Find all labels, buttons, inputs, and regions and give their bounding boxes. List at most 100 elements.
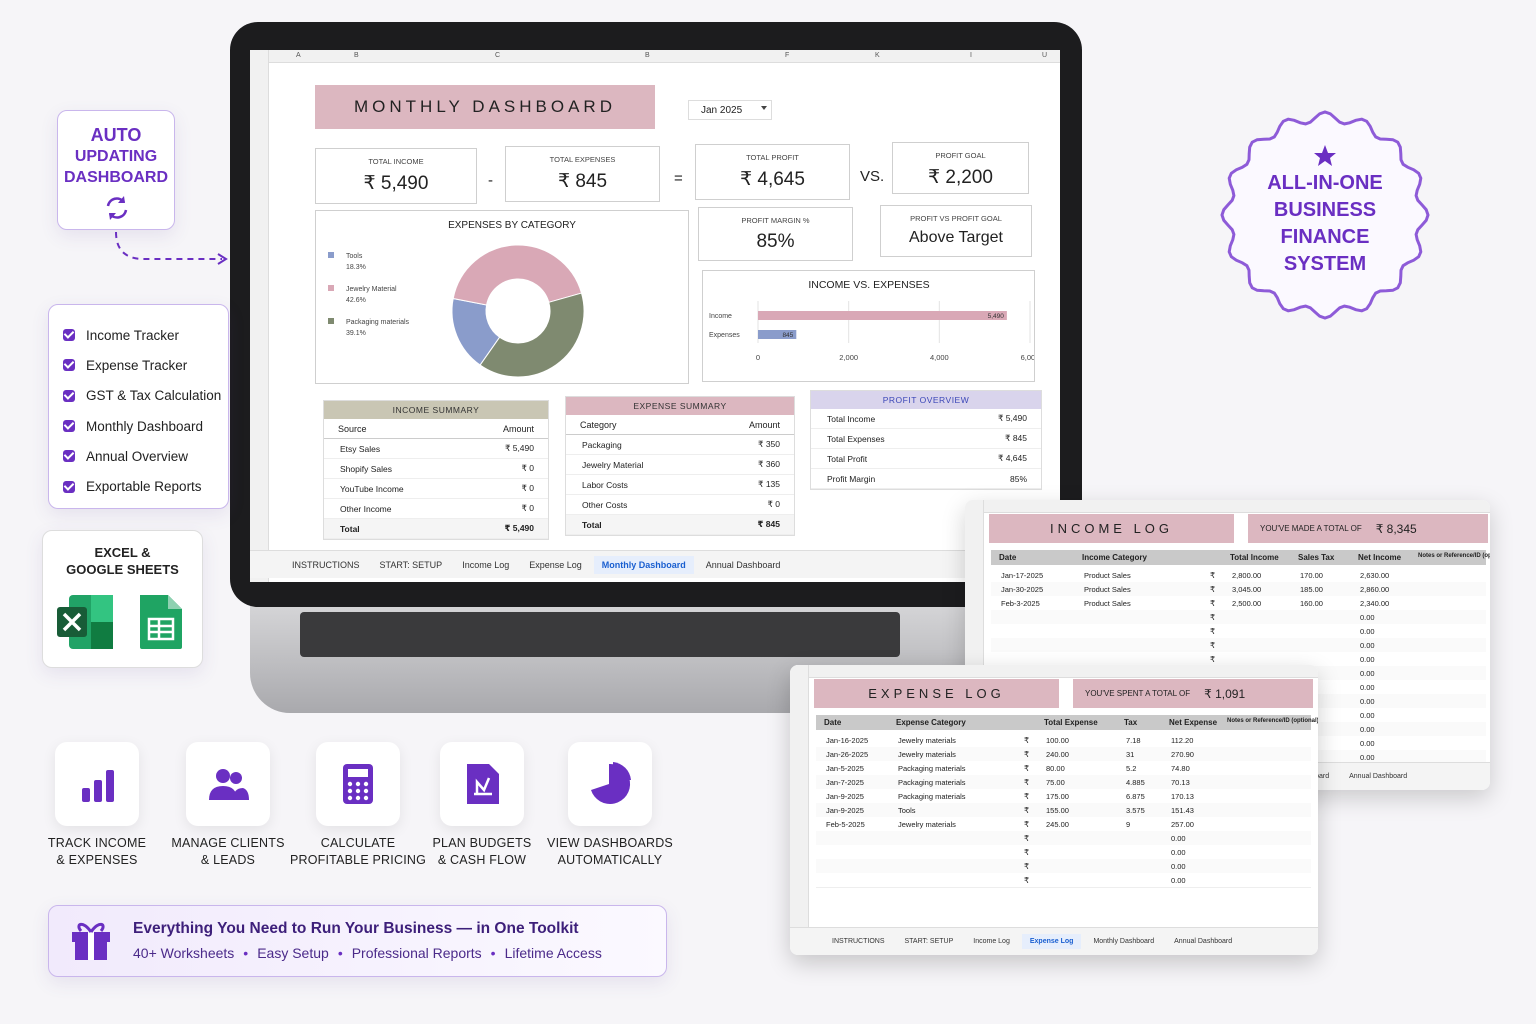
currency-symbol: ₹ (1024, 834, 1030, 843)
legend-swatch (328, 318, 334, 324)
log-title: EXPENSE LOG (814, 679, 1059, 708)
chart-title: EXPENSES BY CATEGORY (448, 220, 576, 231)
log-cell: 70.13 (1171, 778, 1190, 787)
log-cell: 0.00 (1360, 627, 1375, 636)
log-cell: 0.00 (1360, 641, 1375, 650)
platform-text: GOOGLE SHEETS (66, 562, 179, 577)
profit-overview: PROFIT OVERVIEW Total Income ₹ 5,490 Total … (810, 390, 1042, 490)
log-total-value: ₹ 1,091 (1204, 686, 1246, 701)
log-cell: Product Sales (1084, 571, 1131, 580)
log-row (816, 831, 1311, 846)
log-cell: 112.20 (1171, 736, 1194, 745)
summary-row: Total ₹ 5,490 (324, 519, 548, 539)
operator: - (488, 172, 493, 189)
log-cell: 80.00 (1046, 764, 1065, 773)
sheet-tab[interactable]: START: SETUP (379, 559, 443, 570)
benefit-icon-box (568, 742, 652, 826)
log-cell: 9 (1126, 820, 1131, 829)
log-header-cell: Net Income (1358, 553, 1402, 562)
currency-symbol: ₹ (1024, 848, 1030, 857)
log-cell: Jan-7-2025 (826, 778, 864, 787)
log-cell: 74.80 (1171, 764, 1190, 773)
summary-row: Shopify Sales ₹ 0 (324, 459, 548, 479)
legend-value: 42.6% (346, 297, 366, 304)
log-cell: 5.2 (1126, 764, 1137, 773)
summary-cell: Total Profit (827, 453, 868, 464)
sheet-tab[interactable]: Annual Dashboard (1174, 938, 1233, 945)
check-icon (63, 328, 75, 342)
check-mark (63, 388, 75, 400)
platform-text: EXCEL & (94, 545, 151, 560)
summary-header-cell: Amount (748, 419, 780, 430)
summary-cell: ₹ 0 (521, 483, 535, 493)
expense-summary: EXPENSE SUMMARY Category Amount Packaging ₹ … (565, 396, 795, 536)
kpi-label: PROFIT GOAL (935, 151, 986, 160)
summary-cell: ₹ 360 (758, 459, 780, 469)
sheet-tab[interactable]: Income Log (462, 559, 510, 570)
check-icon (63, 419, 75, 433)
sheet-tab[interactable]: Expense Log (1021, 934, 1082, 949)
income-chart-panel: INCOME VS. EXPENSES 0 2,000 4,000 6,000 Incom… (702, 270, 1039, 382)
expense-log-panel: EXPENSE LOG YOU'VE SPENT A TOTAL OF ₹ 1,09… (790, 665, 1318, 955)
log-cell: 6.875 (1126, 792, 1145, 801)
gift-icon (72, 922, 110, 960)
log-cell: 0.00 (1360, 711, 1375, 720)
benefit-icon (467, 764, 499, 804)
seal-text: FINANCE (1281, 226, 1370, 248)
keyboard (300, 612, 900, 657)
summary-row: Labor Costs ₹ 135 (566, 475, 794, 495)
summary-cell: ₹ 135 (758, 479, 780, 489)
x-tick-label: 6,000 (1021, 353, 1034, 362)
seal-star (1314, 145, 1336, 166)
sheet-tabs: INSTRUCTIONS START: SETUP Income Log Expens… (250, 550, 1060, 578)
log-cell: Jan-30-2025 (1001, 585, 1044, 594)
currency-symbol: ₹ (1024, 806, 1030, 815)
summary-cell: YouTube Income (340, 483, 404, 494)
log-header-cell: Expense Category (896, 718, 966, 727)
currency-symbol: ₹ (1210, 627, 1216, 636)
donut-segment (479, 292, 585, 378)
select-caret (761, 106, 767, 113)
sheets-icon (140, 595, 182, 649)
log-cell: 0.00 (1171, 834, 1186, 843)
value-label: 5,490 (988, 313, 1005, 320)
sheet-tab[interactable]: Income Log (973, 938, 1010, 945)
benefit-icon (82, 770, 114, 802)
log-cell: 0.00 (1360, 683, 1375, 692)
log-cell: 0.00 (1360, 753, 1375, 762)
log-row (816, 873, 1311, 888)
auto-update-card: AUTO UPDATING DASHBOARD (57, 110, 175, 230)
banner-items: 40+ Worksheets • Easy Setup • Professional R… (133, 945, 602, 961)
summary-cell: Profit Margin (827, 473, 876, 484)
column-header-bar (965, 500, 1490, 513)
period-select[interactable]: Jan 2025 (688, 100, 772, 120)
sheet-tab[interactable]: INSTRUCTIONS (832, 938, 885, 945)
sheet-tab[interactable]: INSTRUCTIONS (292, 559, 360, 570)
log-cell: 170.00 (1300, 571, 1323, 580)
column-letter: U (1042, 52, 1048, 59)
feature-list: Income Tracker Expense Tracker GST & Tax C… (48, 304, 229, 509)
benefit-icon-box (316, 742, 400, 826)
banner-separator: • (490, 945, 496, 961)
sheet-tab[interactable]: Monthly Dashboard (1093, 938, 1155, 945)
log-cell: Jan-26-2025 (826, 750, 869, 759)
kpi-box: PROFIT GOAL ₹ 2,200 (892, 142, 1029, 194)
sheet-tab[interactable]: Monthly Dashboard (593, 555, 694, 574)
sheet-tab[interactable]: Annual Dashboard (1349, 773, 1408, 780)
check-mark (63, 328, 75, 339)
check-mark (63, 449, 75, 461)
kpi-value: 85% (756, 231, 795, 252)
log-cell: 240.00 (1046, 750, 1069, 759)
arrow (115, 231, 228, 265)
sheet-tab[interactable]: START: SETUP (904, 938, 954, 945)
sheet-tab[interactable]: Expense Log (529, 559, 582, 570)
sheet-tab[interactable]: Annual Dashboard (705, 559, 781, 570)
benefit-icon-box (186, 742, 270, 826)
summary-header-cell: Amount (502, 423, 534, 434)
log-cell: 160.00 (1300, 599, 1323, 608)
summary-cell: Labor Costs (582, 479, 628, 490)
auto-update-text: DASHBOARD (64, 169, 168, 186)
income-summary: INCOME SUMMARY Source Amount Etsy Sales ₹ 5,… (323, 400, 549, 540)
summary-row: Etsy Sales ₹ 5,490 (324, 439, 548, 459)
donut-segment (452, 244, 583, 306)
